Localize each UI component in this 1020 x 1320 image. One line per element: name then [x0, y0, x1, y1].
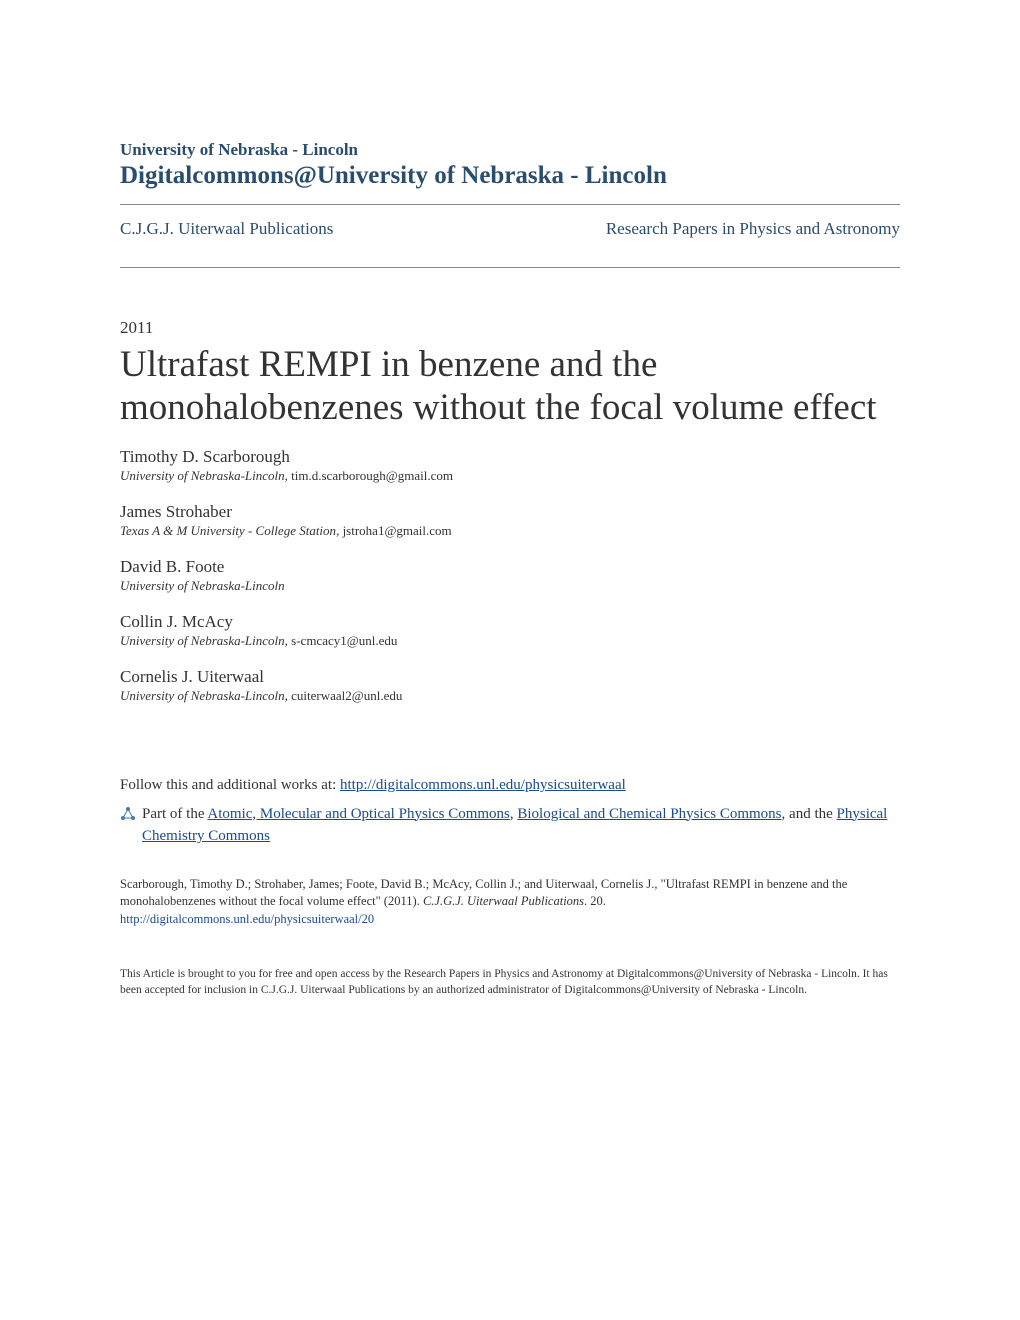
follow-section: Follow this and additional works at: htt…	[120, 774, 900, 848]
paper-title: Ultrafast REMPI in benzene and the monoh…	[120, 344, 900, 429]
commons-line: Part of the Atomic, Molecular and Optica…	[120, 803, 900, 848]
commons-link-2[interactable]: Biological and Chemical Physics Commons	[517, 806, 781, 822]
author-block: Collin J. McAcy University of Nebraska-L…	[120, 612, 900, 649]
author-affiliation: Texas A & M University - College Station…	[120, 523, 900, 539]
commons-network-icon	[120, 806, 136, 822]
author-block: David B. Foote University of Nebraska-Li…	[120, 557, 900, 594]
repository-name[interactable]: Digitalcommons@University of Nebraska - …	[120, 162, 900, 198]
author-affiliation: University of Nebraska-Lincoln, cuiterwa…	[120, 688, 900, 704]
divider	[120, 204, 900, 205]
author-name: James Strohaber	[120, 502, 900, 522]
author-affiliation: University of Nebraska-Lincoln, tim.d.sc…	[120, 468, 900, 484]
collection-link[interactable]: C.J.G.J. Uiterwaal Publications	[120, 219, 333, 239]
publication-year: 2011	[120, 318, 900, 338]
author-name: Collin J. McAcy	[120, 612, 900, 632]
author-affiliation: University of Nebraska-Lincoln	[120, 578, 900, 594]
citation-block: Scarborough, Timothy D.; Strohaber, Jame…	[120, 876, 900, 929]
commons-link-1[interactable]: Atomic, Molecular and Optical Physics Co…	[207, 806, 509, 822]
author-name: Timothy D. Scarborough	[120, 447, 900, 467]
author-name: David B. Foote	[120, 557, 900, 577]
footer-notice: This Article is brought to you for free …	[120, 966, 900, 998]
institution-name[interactable]: University of Nebraska - Lincoln	[120, 140, 900, 160]
author-block: Timothy D. Scarborough University of Neb…	[120, 447, 900, 484]
repo-links-row: C.J.G.J. Uiterwaal Publications Research…	[120, 219, 900, 253]
follow-link[interactable]: http://digitalcommons.unl.edu/physicsuit…	[340, 777, 626, 793]
author-block: Cornelis J. Uiterwaal University of Nebr…	[120, 667, 900, 704]
divider	[120, 267, 900, 268]
commons-text: Part of the Atomic, Molecular and Optica…	[142, 803, 900, 848]
parent-collection-link[interactable]: Research Papers in Physics and Astronomy	[606, 219, 900, 239]
author-affiliation: University of Nebraska-Lincoln, s-cmcacy…	[120, 633, 900, 649]
author-block: James Strohaber Texas A & M University -…	[120, 502, 900, 539]
author-name: Cornelis J. Uiterwaal	[120, 667, 900, 687]
header-block: University of Nebraska - Lincoln Digital…	[120, 140, 900, 268]
follow-line: Follow this and additional works at: htt…	[120, 774, 900, 797]
citation-url[interactable]: http://digitalcommons.unl.edu/physicsuit…	[120, 912, 374, 926]
